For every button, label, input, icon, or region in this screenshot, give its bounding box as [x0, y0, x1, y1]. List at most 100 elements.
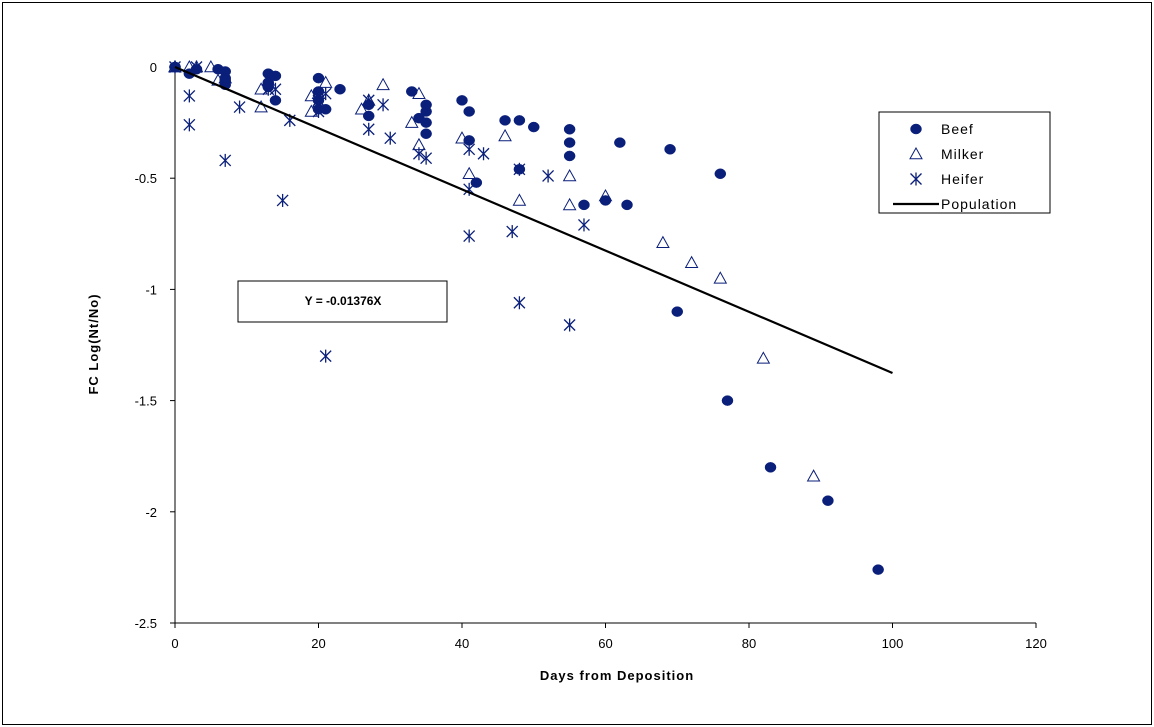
legend-marker [910, 123, 922, 135]
milker-point [656, 235, 670, 248]
heifer-point [578, 218, 590, 232]
x-tick-label: 120 [1025, 636, 1047, 651]
beef-point [406, 86, 418, 97]
heifer-point [319, 349, 332, 363]
milker-point [462, 166, 477, 180]
heifer-point [362, 93, 375, 107]
y-tick-label: 0 [150, 60, 157, 75]
legend-label: Heifer [941, 171, 984, 187]
milker-point [684, 255, 699, 269]
heifer-point [312, 104, 325, 118]
legend-label: Beef [941, 121, 974, 137]
x-tick-label: 40 [455, 636, 469, 651]
beef-point [463, 106, 475, 117]
legend-label: Population [941, 196, 1017, 212]
legend-box [878, 111, 1051, 214]
x-tick-label: 100 [882, 636, 904, 651]
x-tick-label: 60 [598, 636, 612, 651]
milker-point [254, 100, 268, 113]
beef-point [528, 121, 540, 133]
x-axis-title: Days from Deposition [540, 668, 694, 683]
heifer-point [319, 87, 332, 101]
heifer-point [463, 229, 476, 243]
y-tick-label: -2 [145, 505, 157, 520]
beef-point [563, 137, 576, 148]
heifer-point [276, 193, 289, 207]
beef-point [420, 128, 432, 139]
legend-entry-beef: Beef [910, 121, 974, 137]
milker-point [562, 168, 577, 182]
series-milker [168, 59, 821, 482]
y-tick-label: -2.5 [135, 616, 157, 631]
heifer-point [183, 89, 196, 103]
beef-point [563, 150, 576, 162]
heifer-point [420, 151, 433, 165]
heifer-point [377, 98, 390, 112]
equation-box: Y = -0.01376X [237, 280, 448, 323]
heifer-point [412, 147, 425, 161]
heifer-point [542, 169, 555, 183]
series-heifer [169, 60, 590, 363]
x-axis-ticks: 0 20 40 60 80 100 120 [171, 623, 1047, 651]
y-axis-title: FC Log(Nt/No) [86, 293, 101, 394]
beef-point [334, 83, 346, 95]
legend: Beef Milker Heifer Population [878, 111, 1051, 214]
y-tick-label: -0.5 [135, 171, 157, 186]
heifer-point [233, 100, 246, 114]
milker-point [376, 77, 390, 91]
milker-point [498, 128, 512, 142]
equation-box-border [237, 280, 448, 323]
milker-point [204, 59, 218, 73]
heifer-point [219, 153, 232, 167]
beef-point [362, 110, 375, 122]
heifer-point [269, 82, 282, 96]
y-axis-ticks: 0 -0.5 -1 -1.5 -2 -2.5 [135, 60, 175, 631]
beef-point [822, 495, 834, 506]
milker-point [404, 115, 419, 128]
milker-point [806, 469, 821, 482]
beef-point [420, 106, 432, 117]
beef-point [319, 104, 332, 115]
heifer-point [506, 225, 519, 239]
milker-point [304, 104, 319, 117]
x-tick-label: 0 [171, 636, 178, 651]
beef-point [513, 115, 526, 126]
milker-point [218, 71, 233, 84]
beef-point [269, 70, 282, 82]
beef-point [578, 199, 590, 211]
y-tick-label: -1.5 [135, 394, 157, 409]
legend-entry-heifer: Heifer [910, 171, 984, 187]
heifer-point [463, 142, 476, 156]
legend-label: Milker [941, 146, 984, 162]
x-tick-label: 20 [311, 636, 325, 651]
equation-label: Y = -0.01376X [305, 294, 382, 308]
milker-point [455, 131, 469, 144]
x-tick-label: 80 [742, 636, 756, 651]
milker-point [713, 271, 728, 284]
milker-point [512, 193, 527, 206]
milker-point [412, 86, 426, 99]
beef-point [563, 124, 576, 135]
legend-entry-milker: Milker [909, 146, 984, 162]
legend-entry-population: Population [893, 196, 1017, 212]
beef-point [312, 72, 325, 84]
milker-point [182, 59, 197, 73]
heifer-point [513, 162, 526, 176]
beef-point [721, 395, 734, 406]
series-population [174, 65, 893, 375]
beef-point [621, 199, 633, 211]
beef-point [872, 564, 884, 575]
heifer-point [190, 60, 203, 74]
beef-point [456, 95, 468, 106]
beef-point [614, 137, 626, 148]
heifer-point [183, 118, 196, 132]
population-regression-line [174, 65, 893, 375]
series-layer [168, 59, 893, 575]
milker-point [562, 197, 577, 211]
milker-point [756, 351, 771, 364]
beef-point [420, 117, 432, 128]
beef-point [269, 95, 282, 106]
beef-point [499, 115, 511, 126]
